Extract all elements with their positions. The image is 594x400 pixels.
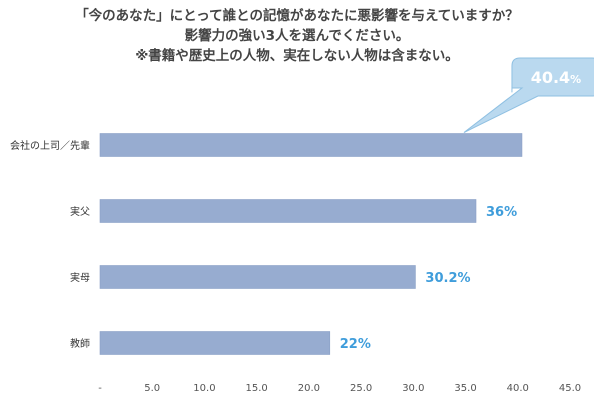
x-tick-label: 45.0	[559, 383, 581, 394]
value-label: 30.2%	[425, 271, 470, 286]
category-label: 実母	[70, 271, 90, 284]
chart-title-line-3: ※書籍や歴史上の人物、実在しない人物は含まない。	[135, 48, 459, 64]
callout-value: 40.4	[531, 68, 570, 87]
bar	[99, 331, 331, 355]
category-label: 実父	[70, 205, 90, 218]
chart-title-line-2: 影響力の強い3人を選んでください。	[184, 28, 410, 44]
bar	[99, 265, 416, 289]
chart-title-line-1: 「今のあなた」にとって誰との記憶があなたに悪影響を与えていますか？	[75, 8, 519, 24]
value-label: 36%	[486, 205, 517, 220]
x-tick-label: 10.0	[193, 383, 215, 394]
category-label: 会社の上司／先輩	[10, 139, 90, 152]
bar	[99, 199, 477, 223]
x-tick-label: 20.0	[298, 383, 320, 394]
x-tick-label: 5.0	[144, 383, 160, 394]
x-tick-label: -	[98, 383, 102, 394]
x-tick-label: 25.0	[350, 383, 372, 394]
x-tick-label: 30.0	[402, 383, 424, 394]
x-tick-label: 15.0	[246, 383, 268, 394]
chart-title: 「今のあなた」にとって誰との記憶があなたに悪影響を与えていますか？ 影響力の強い…	[0, 6, 594, 66]
bar	[99, 133, 523, 157]
callout-unit: %	[570, 73, 581, 86]
callout-bubble	[463, 57, 594, 133]
callout-value-label: 40.4%	[531, 68, 582, 87]
category-label: 教師	[70, 337, 90, 350]
x-tick-label: 35.0	[454, 383, 476, 394]
x-tick-label: 40.0	[507, 383, 529, 394]
value-label: 22%	[340, 337, 371, 352]
